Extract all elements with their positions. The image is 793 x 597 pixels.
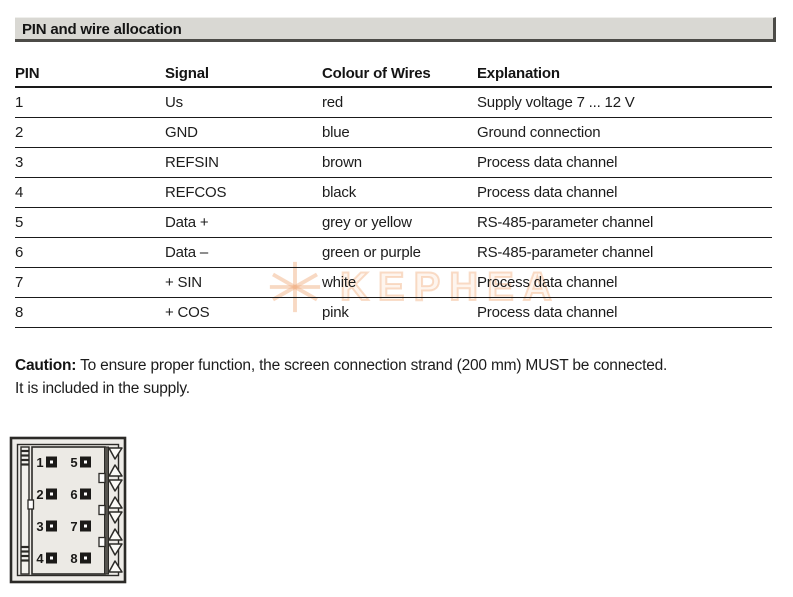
table-row: 4 REFCOS black Process data channel [15,177,772,208]
caution-text-line1: To ensure proper function, the screen co… [80,356,668,374]
cell-signal: GND [165,117,322,148]
table-header-row: PIN Signal Colour of Wires Explanation [15,60,772,88]
cell-colour: white [322,267,477,298]
column-header-pin: PIN [15,60,165,88]
table-row: 8 + COS pink Process data channel [15,297,772,328]
cell-signal: + COS [165,297,322,328]
cell-explanation: RS-485-parameter channel [477,237,772,268]
cell-signal: REFSIN [165,147,322,178]
section-title: PIN and wire allocation [22,20,182,38]
cell-explanation: Supply voltage 7 ... 12 V [477,87,772,118]
table-row: 7 + SIN white Process data channel [15,267,772,298]
cell-pin: 8 [15,297,165,328]
section-header-bar: PIN and wire allocation [15,17,776,42]
cell-pin: 6 [15,237,165,268]
caution-text-line2: It is included in the supply. [15,380,190,397]
cell-signal: Us [165,87,322,118]
connector-latch-clips [108,447,123,573]
connector-pin-label: 6 [70,487,77,502]
cell-pin: 4 [15,177,165,208]
cell-signal: Data + [165,207,322,238]
cell-colour: grey or yellow [322,207,477,238]
caution-note: Caution: To ensure proper function, the … [15,354,780,401]
cell-colour: red [322,87,477,118]
connector-pin-label: 7 [70,519,77,534]
table-row: 2 GND blue Ground connection [15,117,772,148]
cell-colour: green or purple [322,237,477,268]
connector-diagram: 1 2 3 4 5 6 7 8 [8,434,130,586]
connector-pin-label: 4 [36,551,44,566]
connector-pin-label: 3 [36,519,43,534]
column-header-signal: Signal [165,60,322,88]
cell-pin: 3 [15,147,165,178]
connector-pin-label: 5 [70,455,77,470]
cell-colour: brown [322,147,477,178]
table-row: 3 REFSIN brown Process data channel [15,147,772,178]
cell-explanation: Ground connection [477,117,772,148]
table-row: 5 Data + grey or yellow RS-485-parameter… [15,207,772,238]
column-header-colour: Colour of Wires [322,60,477,88]
cell-signal: + SIN [165,267,322,298]
cell-colour: blue [322,117,477,148]
table-row: 1 Us red Supply voltage 7 ... 12 V [15,87,772,118]
cell-colour: black [322,177,477,208]
connector-pin-label: 1 [36,455,43,470]
cell-pin: 7 [15,267,165,298]
connector-pin-label: 2 [36,487,43,502]
cell-pin: 1 [15,87,165,118]
cell-explanation: RS-485-parameter channel [477,207,772,238]
cell-signal: Data – [165,237,322,268]
cell-explanation: Process data channel [477,297,772,328]
connector-pin-contacts [46,456,91,564]
table-row: 6 Data – green or purple RS-485-paramete… [15,237,772,268]
pin-table: PIN Signal Colour of Wires Explanation 1… [15,60,772,328]
cell-explanation: Process data channel [477,267,772,298]
cell-explanation: Process data channel [477,177,772,208]
cell-pin: 5 [15,207,165,238]
connector-pin-label: 8 [70,551,77,566]
column-header-explanation: Explanation [477,60,772,88]
cell-colour: pink [322,297,477,328]
cell-signal: REFCOS [165,177,322,208]
caution-label: Caution: [15,356,77,374]
cell-explanation: Process data channel [477,147,772,178]
connector-left-rail [20,446,30,575]
cell-pin: 2 [15,117,165,148]
